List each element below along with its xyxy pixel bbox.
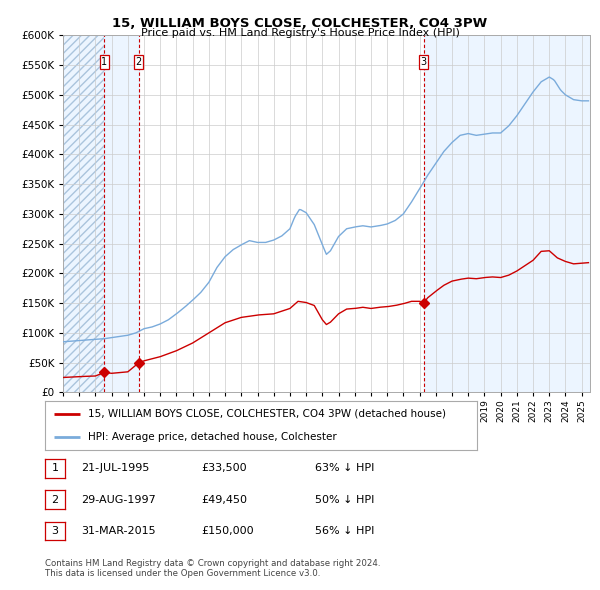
Text: 2: 2 [52,495,58,504]
Text: 2: 2 [136,57,142,67]
Text: 31-MAR-2015: 31-MAR-2015 [81,526,155,536]
Bar [63,35,104,392]
Text: 15, WILLIAM BOYS CLOSE, COLCHESTER, CO4 3PW: 15, WILLIAM BOYS CLOSE, COLCHESTER, CO4 … [112,17,488,30]
Text: HPI: Average price, detached house, Colchester: HPI: Average price, detached house, Colc… [88,432,337,442]
Text: 3: 3 [52,526,58,536]
Text: 1: 1 [52,464,58,473]
Bar [104,35,139,392]
Text: Price paid vs. HM Land Registry's House Price Index (HPI): Price paid vs. HM Land Registry's House … [140,28,460,38]
Bar [63,35,104,392]
Text: Contains HM Land Registry data © Crown copyright and database right 2024.: Contains HM Land Registry data © Crown c… [45,559,380,568]
Text: £49,450: £49,450 [201,495,247,504]
Text: 3: 3 [421,57,427,67]
Text: 29-AUG-1997: 29-AUG-1997 [81,495,156,504]
Text: £150,000: £150,000 [201,526,254,536]
Text: 50% ↓ HPI: 50% ↓ HPI [315,495,374,504]
Text: 63% ↓ HPI: 63% ↓ HPI [315,464,374,473]
Text: 21-JUL-1995: 21-JUL-1995 [81,464,149,473]
Text: This data is licensed under the Open Government Licence v3.0.: This data is licensed under the Open Gov… [45,569,320,578]
Text: 1: 1 [101,57,107,67]
Bar [424,35,590,392]
Text: 56% ↓ HPI: 56% ↓ HPI [315,526,374,536]
Text: 15, WILLIAM BOYS CLOSE, COLCHESTER, CO4 3PW (detached house): 15, WILLIAM BOYS CLOSE, COLCHESTER, CO4 … [88,409,446,419]
Text: £33,500: £33,500 [201,464,247,473]
